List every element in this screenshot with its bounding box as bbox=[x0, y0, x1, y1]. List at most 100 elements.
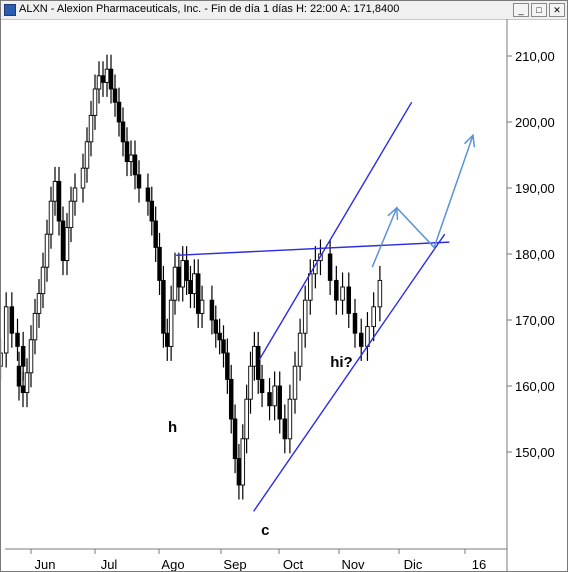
price-candle-body bbox=[24, 372, 30, 394]
price-candle-body bbox=[132, 154, 138, 176]
price-candle-body bbox=[3, 306, 9, 354]
price-candle-body bbox=[377, 279, 383, 308]
close-button[interactable]: ✕ bbox=[549, 3, 565, 17]
x-axis-ticks: Jun Jul Ago Sep Oct Nov Dic 16 bbox=[30, 549, 486, 571]
price-candle-body bbox=[60, 220, 66, 262]
window-title: ALXN - Alexion Pharmaceuticals, Inc. - F… bbox=[19, 3, 400, 15]
price-candle-body bbox=[236, 458, 242, 486]
price-candle-body bbox=[277, 385, 282, 420]
price-candle-body bbox=[108, 68, 114, 90]
price-candle-body bbox=[15, 332, 20, 347]
price-candle-body bbox=[199, 299, 205, 314]
price-candle-body bbox=[80, 167, 86, 189]
app-icon bbox=[4, 4, 16, 16]
price-candle-body bbox=[352, 312, 358, 334]
price-candle-body bbox=[172, 266, 178, 301]
price-candle-body bbox=[232, 418, 238, 460]
price-candle-body bbox=[213, 319, 219, 334]
window-controls: _ □ ✕ bbox=[513, 3, 565, 17]
projection-path bbox=[371, 134, 474, 268]
price-candle-body bbox=[120, 121, 126, 143]
channel-upper-trendline bbox=[258, 101, 413, 360]
price-candle-body bbox=[68, 200, 74, 229]
price-candle-body bbox=[153, 220, 158, 248]
price-candle-body bbox=[244, 398, 249, 440]
y-tick-label: 170,00 bbox=[515, 313, 555, 328]
maximize-button[interactable]: □ bbox=[531, 3, 547, 17]
price-candle-body bbox=[334, 279, 339, 301]
price-candle-body bbox=[88, 114, 94, 143]
channel-lower-trendline bbox=[252, 233, 446, 512]
price-candle-body bbox=[128, 154, 134, 163]
y-tick-label: 150,00 bbox=[515, 445, 555, 460]
price-candle-body bbox=[302, 299, 308, 334]
annotations: h c hi? bbox=[168, 354, 353, 539]
annotation-label: h bbox=[168, 419, 177, 436]
price-candle-body bbox=[217, 332, 222, 341]
price-candle-body bbox=[32, 312, 38, 341]
x-tick-label: Jun bbox=[35, 557, 56, 571]
price-candle-body bbox=[56, 180, 62, 222]
price-candle-body bbox=[184, 260, 189, 281]
price-candle-body bbox=[136, 174, 142, 189]
price-candle-body bbox=[282, 418, 288, 440]
projection-arrowhead bbox=[463, 133, 476, 148]
price-candle-body bbox=[371, 306, 376, 328]
price-candle-body bbox=[124, 141, 130, 163]
annotation-label: c bbox=[261, 522, 269, 539]
price-candle-body bbox=[292, 365, 298, 400]
x-tick-label: 16 bbox=[472, 557, 486, 571]
price-candle-body bbox=[287, 398, 293, 440]
price-bars bbox=[1, 54, 383, 500]
price-candle-body bbox=[358, 332, 364, 347]
price-candle-body bbox=[297, 332, 303, 367]
price-candle-body bbox=[9, 306, 15, 334]
neckline-trendline bbox=[176, 241, 450, 257]
price-candle-body bbox=[272, 385, 277, 407]
x-tick-label: Nov bbox=[341, 557, 365, 571]
x-tick-label: Oct bbox=[283, 557, 304, 571]
trendlines bbox=[176, 101, 450, 512]
y-tick-label: 180,00 bbox=[515, 247, 555, 262]
minimize-button[interactable]: _ bbox=[513, 3, 529, 17]
x-tick-label: Ago bbox=[161, 557, 184, 571]
annotation-label: hi? bbox=[330, 354, 353, 371]
price-candle-body bbox=[248, 365, 253, 400]
projection-arrowhead bbox=[387, 206, 399, 220]
price-candle-body bbox=[195, 273, 201, 314]
price-candle-body bbox=[48, 200, 54, 235]
price-candle-body bbox=[346, 286, 352, 314]
price-candle-body bbox=[116, 101, 122, 123]
price-candle-body bbox=[267, 392, 272, 407]
price-candle-body bbox=[149, 200, 155, 222]
price-candle-body bbox=[96, 75, 102, 90]
price-candle-body bbox=[100, 75, 106, 83]
price-candle-body bbox=[161, 279, 166, 334]
price-candle-body bbox=[28, 339, 34, 374]
title-bar[interactable]: ALXN - Alexion Pharmaceuticals, Inc. - F… bbox=[1, 1, 567, 20]
price-candle-body bbox=[340, 286, 345, 301]
price-candle-body bbox=[157, 246, 162, 281]
price-candle-body bbox=[145, 187, 151, 202]
price-candle-body bbox=[327, 253, 333, 281]
price-candle-body bbox=[36, 293, 42, 314]
projection-arrows bbox=[371, 133, 476, 268]
price-candle-body bbox=[165, 332, 170, 347]
y-tick-label: 200,00 bbox=[515, 115, 555, 130]
x-tick-label: Sep bbox=[223, 557, 246, 571]
price-candle-body bbox=[84, 141, 90, 169]
price-candle-body bbox=[228, 378, 234, 420]
price-candle-body bbox=[188, 279, 193, 295]
price-candle-body bbox=[64, 227, 70, 262]
price-candle-body bbox=[44, 233, 50, 268]
x-tick-label: Jul bbox=[101, 557, 118, 571]
y-tick-label: 160,00 bbox=[515, 379, 555, 394]
price-candle-body bbox=[209, 299, 215, 321]
price-candle-body bbox=[20, 385, 26, 394]
price-candle-body bbox=[112, 88, 118, 103]
price-candle-body bbox=[259, 378, 265, 394]
price-candle-body bbox=[20, 345, 26, 367]
price-candle-body bbox=[252, 345, 257, 367]
